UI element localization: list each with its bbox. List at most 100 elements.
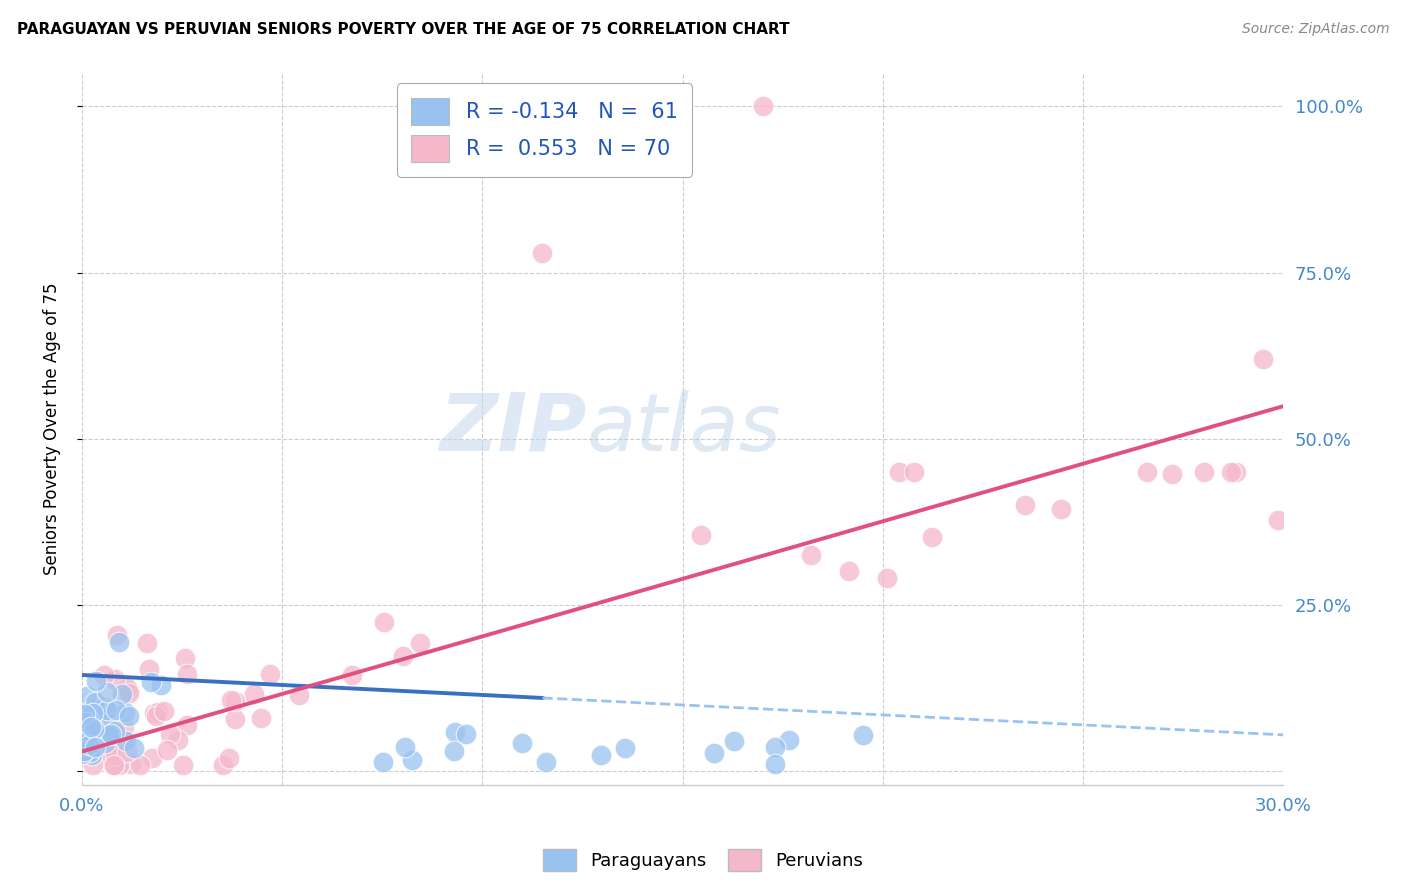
Point [72,733,94,747]
Point [887,465,910,479]
Point [838,564,860,578]
Point [80,740,103,755]
Point [112,720,135,734]
Point [83,695,105,709]
Point [409,636,432,650]
Point [751,99,773,113]
Point [152,704,174,718]
Point [903,465,925,479]
Point [589,747,612,762]
Point [876,571,898,585]
Point [76,723,98,737]
Point [82,757,104,772]
Point [76,705,98,719]
Point [115,745,138,759]
Point [159,726,181,740]
Point [510,736,533,750]
Point [392,649,415,664]
Point [75,715,97,730]
Text: ZIP: ZIP [439,390,586,468]
Point [156,743,179,757]
Point [1135,465,1157,479]
Point [1220,465,1243,479]
Point [531,245,554,260]
Point [104,703,127,717]
Point [1225,465,1247,479]
Point [114,706,136,720]
Point [108,757,131,772]
Point [100,717,122,731]
Point [401,753,423,767]
Point [921,530,943,544]
Point [115,733,138,747]
Point [100,728,122,742]
Point [115,681,138,695]
Point [96,703,118,717]
Point [166,733,188,747]
Point [1251,351,1274,366]
Point [852,729,875,743]
Point [111,687,134,701]
Point [141,751,163,765]
Point [219,693,242,707]
Point [212,757,235,772]
Point [174,651,197,665]
Point [93,699,115,714]
Point [82,706,104,720]
Point [120,757,142,772]
Point [104,673,127,687]
Point [138,663,160,677]
Point [98,749,121,764]
Point [93,668,115,682]
Point [129,757,152,772]
Point [224,713,246,727]
Point [108,634,131,648]
Point [136,636,159,650]
Point [70,747,93,761]
Point [83,722,105,736]
Point [122,740,145,755]
Point [96,716,118,731]
Text: atlas: atlas [586,390,782,468]
Point [172,757,194,772]
Point [778,732,800,747]
Point [96,685,118,699]
Point [103,757,125,772]
Point [91,729,114,743]
Point [105,628,128,642]
Point [1192,465,1215,479]
Point [143,706,166,720]
Point [76,726,98,740]
Point [84,701,107,715]
Point [77,738,100,752]
Point [98,728,121,742]
Point [72,731,94,745]
Point [249,711,271,725]
Point [534,755,557,769]
Text: Source: ZipAtlas.com: Source: ZipAtlas.com [1241,22,1389,37]
Point [763,756,786,771]
Y-axis label: Seniors Poverty Over the Age of 75: Seniors Poverty Over the Age of 75 [44,283,60,575]
Point [218,751,240,765]
Point [76,689,98,703]
Point [94,736,117,750]
Point [139,675,162,690]
Point [79,745,101,759]
Point [84,739,107,754]
Point [613,741,636,756]
Point [1160,467,1182,482]
Point [288,688,311,702]
Point [763,740,786,755]
Point [80,726,103,740]
Point [84,674,107,689]
Point [1267,513,1289,527]
Point [149,678,172,692]
Point [703,746,725,760]
Point [111,733,134,747]
Point [80,720,103,734]
Point [1049,502,1071,516]
Point [98,728,121,742]
Point [75,706,97,721]
Point [80,707,103,722]
Point [340,668,363,682]
